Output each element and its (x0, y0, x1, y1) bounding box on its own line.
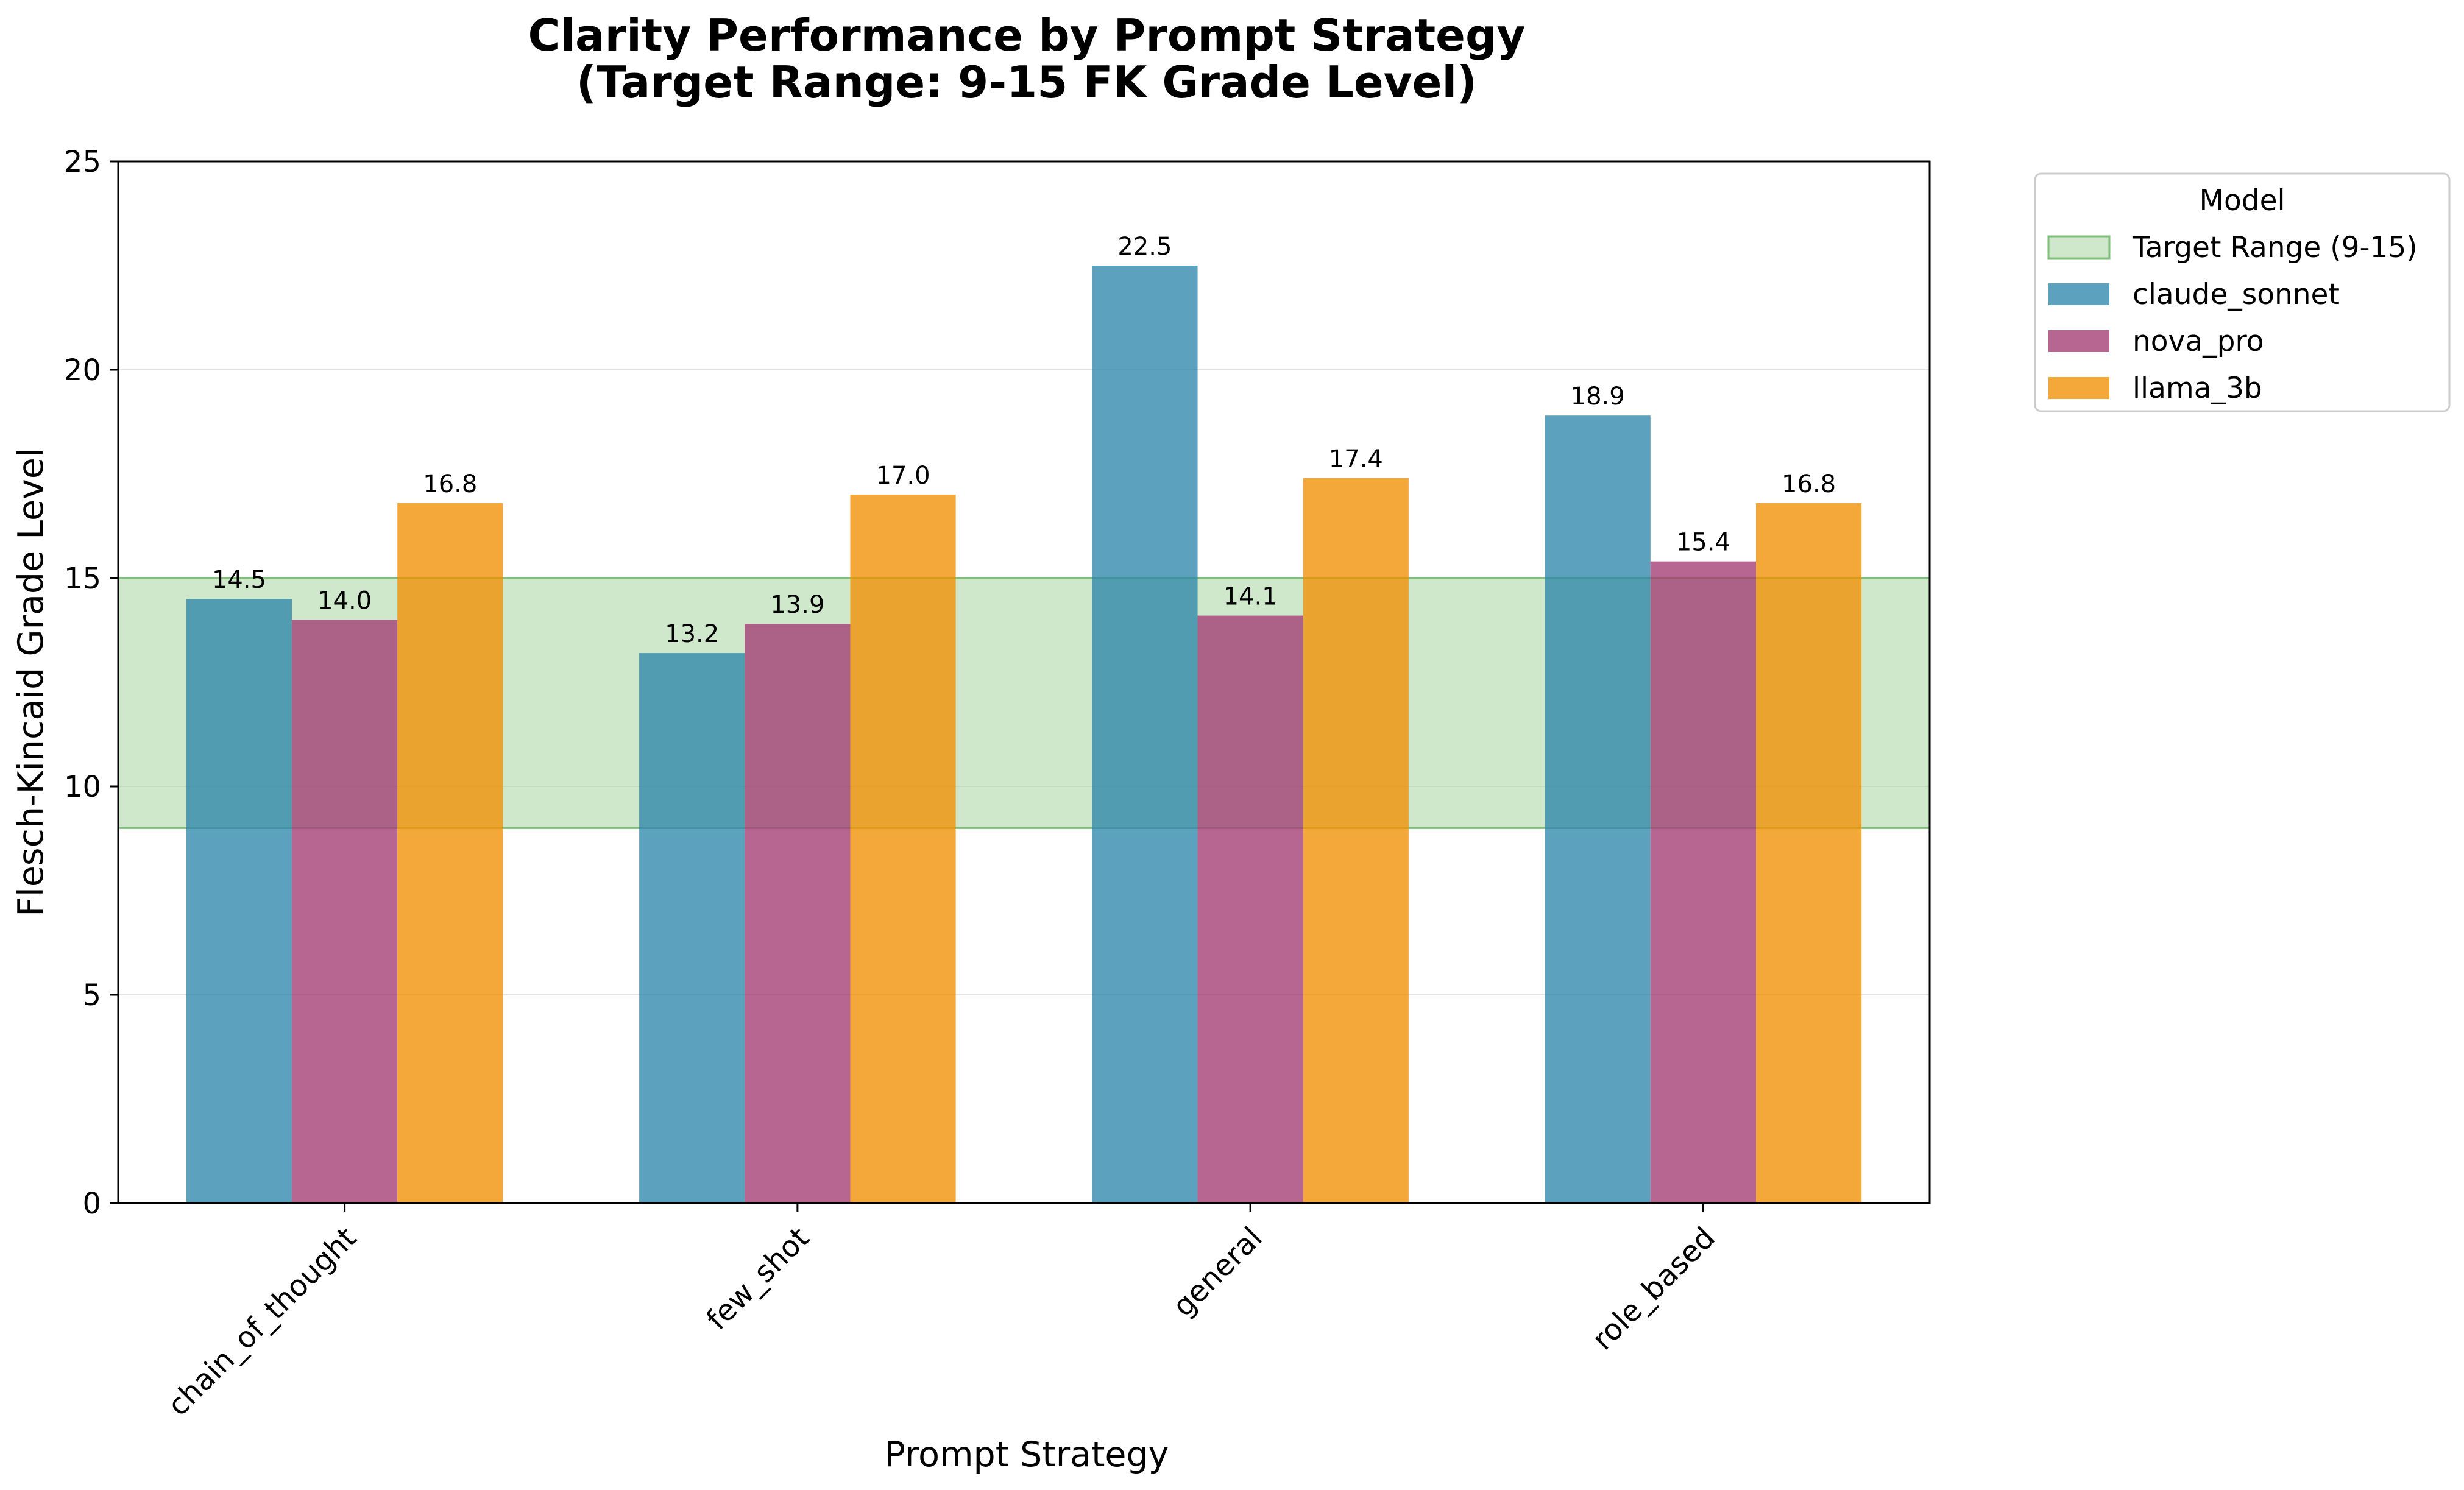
bar-label-claude_sonnet-chain_of_thought: 14.5 (212, 566, 266, 594)
legend-title: Model (2199, 184, 2285, 217)
x-tick-label-chain_of_thought: chain_of_thought (161, 1221, 363, 1423)
plot-area: 14.5 14.0 16.8 13.2 13.9 17.0 22.5 14.1 17.4 18.9… (64, 145, 1931, 1423)
bar-claude_sonnet-general (1092, 266, 1198, 1203)
x-tick-label-role_based: role_based (1586, 1221, 1722, 1357)
legend-swatch-nova_pro (2048, 330, 2109, 352)
legend-swatch-claude_sonnet (2048, 283, 2109, 305)
chart-title-line-1: Clarity Performance by Prompt Strategy (528, 10, 1526, 61)
bar-llama_3b-few_shot (850, 495, 956, 1204)
y-tick-label: 20 (64, 353, 101, 387)
bar-label-claude_sonnet-few_shot: 13.2 (665, 620, 719, 648)
bar-label-nova_pro-role_based: 15.4 (1676, 529, 1730, 557)
bar-llama_3b-role_based (1755, 503, 1862, 1203)
legend-swatch-llama_3b (2048, 377, 2109, 399)
legend: Model Target Range (9-15) claude_sonnetnov… (2034, 172, 2451, 412)
legend-label-llama_3b: llama_3b (2133, 372, 2262, 405)
x-axis-label: Prompt Strategy (885, 1435, 1169, 1475)
y-axis-label: Flesch-Kincaid Grade Level (11, 448, 51, 917)
bar-label-nova_pro-chain_of_thought: 14.0 (317, 587, 372, 615)
legend-label-nova_pro: nova_pro (2133, 325, 2264, 358)
y-tick-label: 25 (64, 145, 101, 179)
y-tick-label: 15 (64, 562, 101, 596)
bar-llama_3b-chain_of_thought (397, 503, 503, 1203)
bar-nova_pro-few_shot (745, 624, 851, 1203)
legend-swatch-target-range (2047, 235, 2111, 260)
bar-label-llama_3b-general: 17.4 (1329, 445, 1383, 473)
bar-label-claude_sonnet-role_based: 18.9 (1571, 383, 1625, 411)
x-tick-label-few_shot: few_shot (700, 1221, 816, 1336)
bar-claude_sonnet-role_based (1545, 415, 1651, 1203)
bar-label-nova_pro-general: 14.1 (1223, 583, 1278, 611)
legend-label-claude_sonnet: claude_sonnet (2133, 278, 2340, 311)
plot-frame (117, 160, 1931, 1204)
legend-box (2034, 172, 2451, 412)
x-tick-label-general: general (1166, 1221, 1269, 1324)
bar-nova_pro-role_based (1650, 561, 1756, 1203)
chart-title-line-2: (Target Range: 9-15 FK Grade Level) (576, 57, 1477, 108)
bar-nova_pro-chain_of_thought (292, 620, 398, 1203)
legend-label-target-range: Target Range (9-15) (2132, 231, 2418, 264)
bar-llama_3b-general (1303, 478, 1409, 1203)
bar-label-llama_3b-chain_of_thought: 16.8 (423, 470, 477, 498)
bar-label-llama_3b-role_based: 16.8 (1782, 470, 1836, 498)
y-tick-label: 0 (82, 1187, 101, 1221)
y-tick-label: 10 (64, 770, 101, 804)
y-tick-label: 5 (82, 978, 101, 1012)
bar-label-nova_pro-few_shot: 13.9 (770, 591, 824, 619)
bar-label-claude_sonnet-general: 22.5 (1117, 233, 1172, 261)
bar-label-llama_3b-few_shot: 17.0 (876, 462, 930, 490)
bar-claude_sonnet-few_shot (639, 653, 745, 1203)
bar-claude_sonnet-chain_of_thought (186, 599, 292, 1203)
bar-nova_pro-general (1197, 615, 1303, 1203)
